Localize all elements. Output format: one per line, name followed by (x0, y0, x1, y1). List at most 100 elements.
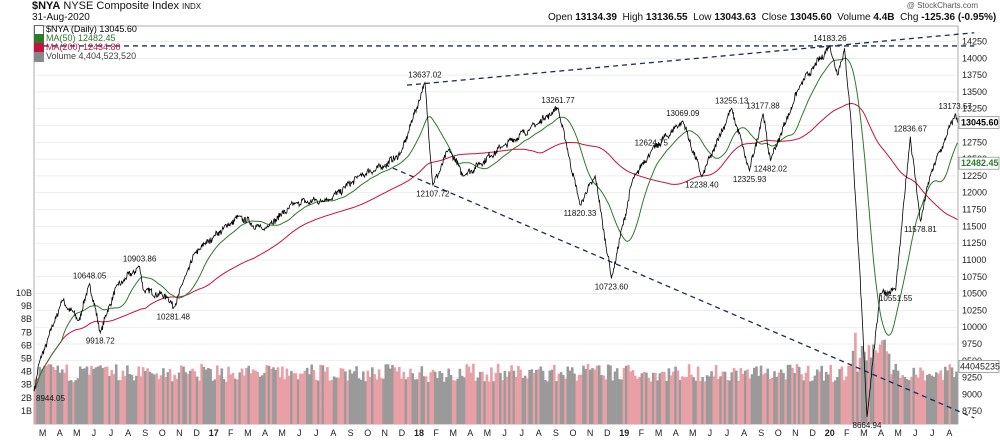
volume-bar (546, 381, 549, 424)
volume-bar (833, 380, 837, 424)
x-tick-label: A (878, 428, 884, 438)
volume-bar (890, 374, 893, 424)
volume-bar (517, 366, 520, 424)
volume-bar (735, 370, 738, 424)
x-tick-label: D (604, 428, 611, 438)
volume-bar (465, 364, 468, 424)
volume-bar (485, 374, 489, 424)
annotation-label: 8664.94 (853, 421, 882, 430)
volume-bar (863, 351, 866, 424)
volume-bar (557, 373, 561, 424)
volume-bar (762, 374, 765, 424)
volume-bar (537, 369, 540, 424)
volume-bar (586, 363, 590, 424)
y-tick-label: 13500 (962, 87, 987, 97)
volume-bar (678, 379, 682, 424)
volume-bar (128, 374, 131, 424)
volume-bar (357, 378, 361, 424)
volume-bar (791, 367, 794, 424)
volume-bar (148, 371, 152, 424)
volume-bar (460, 375, 464, 424)
volume-bar (836, 377, 839, 424)
volume-bar (753, 367, 756, 424)
volume-bar (274, 369, 277, 424)
volume-bar (420, 366, 424, 424)
chg-value: -125.36 (-0.95%) (921, 12, 997, 23)
volume-bar (191, 368, 194, 424)
volume-bar (818, 371, 821, 424)
volume-bar (296, 379, 300, 424)
volume-bar (703, 381, 707, 424)
y-tick-label: 12750 (962, 137, 987, 147)
low-label: Low (693, 12, 712, 23)
x-tick-label: M (894, 428, 902, 438)
volume-bar (555, 381, 558, 424)
x-tick-label: M (73, 428, 81, 438)
volume-value: 4.4B (873, 12, 895, 23)
volume-bar (456, 378, 459, 424)
volume-bar (494, 372, 498, 424)
volume-bar (730, 372, 734, 424)
volume-bar (575, 380, 579, 424)
volume-bar (544, 380, 547, 424)
volume-bar (117, 380, 120, 424)
y-tick-label: 12000 (962, 188, 987, 198)
volume-bar (72, 382, 75, 424)
volume-bar (681, 376, 684, 424)
volume-bar (926, 374, 929, 424)
volume-bar (256, 371, 259, 424)
annotation-label: 13255.13 (715, 96, 749, 105)
last-price-badge-bg (958, 116, 1000, 129)
volume-bar (436, 378, 439, 424)
volume-bar (629, 371, 632, 424)
volume-tick-label: 7B (21, 327, 32, 337)
volume-tick-label: 5B (21, 354, 32, 364)
volume-bar (290, 370, 293, 424)
volume-bar (36, 378, 39, 424)
volume-bar (651, 372, 655, 424)
x-tick-label: O (364, 428, 371, 438)
volume-bar (887, 353, 891, 424)
volume-bar (757, 375, 761, 424)
volume-bar (748, 378, 752, 424)
volume-bar (854, 332, 857, 424)
price-line (33, 45, 958, 417)
volume-bar (939, 370, 943, 424)
volume-bar (584, 368, 588, 424)
volume-bar (912, 367, 916, 424)
volume-bar (784, 379, 787, 424)
volume-bar (319, 364, 322, 424)
volume-bar (856, 371, 859, 424)
volume-bar (669, 375, 673, 424)
volume-bar (591, 368, 594, 424)
annotation-label: 10281.48 (157, 312, 191, 321)
volume-bar (211, 380, 215, 424)
x-tick-label: F (228, 428, 234, 438)
volume-bar (43, 366, 46, 424)
volume-bar (431, 369, 435, 424)
volume-bar (65, 364, 69, 424)
volume-bar (463, 377, 466, 424)
volume-tick-label: 9B (21, 301, 32, 311)
volume-bar (719, 376, 722, 424)
volume-bar (135, 375, 138, 424)
volume-bar (184, 372, 188, 424)
volume-swatch-icon (34, 51, 44, 62)
volume-bar (710, 371, 713, 424)
volume-bar (247, 365, 250, 424)
volume-bar (155, 373, 158, 424)
close-label: Close (761, 12, 788, 23)
volume-bar (409, 368, 412, 424)
volume-bar (685, 377, 689, 424)
volume-bar (418, 372, 421, 424)
volume-bar (198, 380, 201, 424)
volume-bar (941, 379, 945, 424)
volume-bar (272, 367, 275, 424)
volume-bar (831, 382, 835, 424)
volume-bar (469, 372, 473, 424)
volume-bar (407, 377, 410, 424)
volume-bar (597, 365, 601, 424)
volume-bar (87, 374, 91, 424)
volume-bar (78, 366, 82, 424)
volume-bar (454, 380, 457, 424)
